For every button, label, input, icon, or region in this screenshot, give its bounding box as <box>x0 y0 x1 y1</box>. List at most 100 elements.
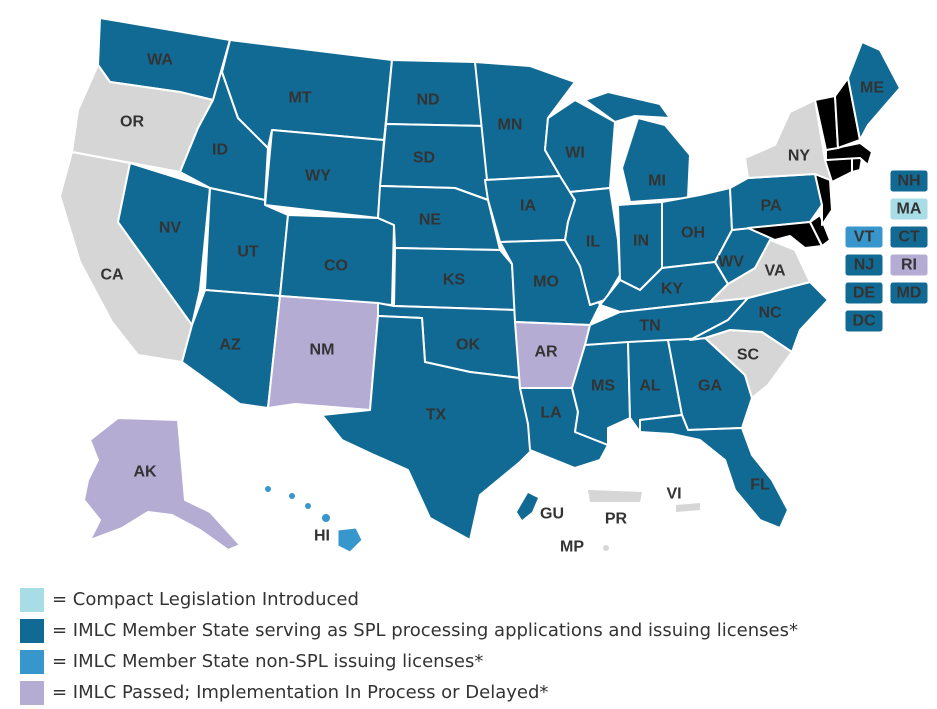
legend: = Compact Legislation Introduced = IMLC M… <box>20 584 920 708</box>
small-state-label: CT <box>898 229 920 246</box>
state-label-va: VA <box>764 263 785 280</box>
state-label-ms: MS <box>591 378 615 395</box>
state-label-ny: NY <box>788 148 811 165</box>
state-label-nm: NM <box>310 342 335 359</box>
state-ri[interactable] <box>851 157 863 173</box>
state-gu[interactable] <box>517 493 538 520</box>
legend-swatch <box>20 649 44 674</box>
small-state-box[interactable] <box>889 253 929 277</box>
small-state-nh[interactable]: NH <box>889 169 929 193</box>
state-label-nd: ND <box>416 92 439 109</box>
small-state-ct[interactable]: CT <box>889 225 929 249</box>
small-state-label: RI <box>901 257 917 274</box>
small-state-de[interactable]: DE <box>844 281 884 305</box>
state-label-pa: PA <box>760 198 781 215</box>
legend-swatch <box>20 587 44 612</box>
state-label-nv: NV <box>159 220 182 237</box>
state-hi[interactable] <box>265 486 363 553</box>
legend-text: = IMLC Member State serving as SPL proce… <box>52 620 798 641</box>
state-label-nc: NC <box>758 305 782 322</box>
small-state-ri[interactable]: RI <box>889 253 929 277</box>
state-label-wi: WI <box>565 145 585 162</box>
state-label-ut: UT <box>237 244 259 261</box>
legend-item-member-nonspl: = IMLC Member State non-SPL issuing lice… <box>20 646 920 677</box>
small-state-label: NJ <box>854 257 874 274</box>
state-co[interactable] <box>279 214 395 306</box>
state-label-az: AZ <box>219 337 241 354</box>
state-nv[interactable] <box>117 162 211 326</box>
state-label-in: IN <box>633 233 649 250</box>
small-state-ma[interactable]: MA <box>889 197 929 221</box>
state-mi-up[interactable] <box>584 91 671 123</box>
state-me[interactable] <box>847 41 901 141</box>
small-state-box[interactable] <box>889 281 929 305</box>
state-label-al: AL <box>639 378 661 395</box>
legend-item-introduced: = Compact Legislation Introduced <box>20 584 920 615</box>
state-il[interactable] <box>564 187 621 306</box>
state-label-wv: WV <box>718 254 744 271</box>
state-label-tx: TX <box>426 407 447 424</box>
state-label-oh: OH <box>681 225 705 242</box>
state-label-ia: IA <box>520 198 536 215</box>
state-label-ga: GA <box>698 378 722 395</box>
small-state-nj[interactable]: NJ <box>844 253 884 277</box>
small-state-box[interactable] <box>844 253 884 277</box>
state-label-or: OR <box>120 114 144 131</box>
state-label-vi: VI <box>666 486 681 503</box>
state-label-la: LA <box>540 405 562 422</box>
legend-swatch <box>20 618 44 643</box>
state-label-gu: GU <box>540 506 564 523</box>
small-state-box[interactable] <box>889 169 929 193</box>
small-state-box[interactable] <box>889 225 929 249</box>
state-label-sc: SC <box>737 347 760 364</box>
state-label-fl: FL <box>750 477 770 494</box>
legend-text: = Compact Legislation Introduced <box>52 589 359 610</box>
state-label-il: IL <box>586 234 600 251</box>
state-label-tn: TN <box>639 318 660 335</box>
small-state-box[interactable] <box>844 281 884 305</box>
small-state-dc[interactable]: DC <box>844 309 884 333</box>
small-state-label: DC <box>852 313 876 330</box>
state-nc[interactable] <box>689 281 829 353</box>
state-label-me: ME <box>860 80 884 97</box>
state-label-sd: SD <box>413 150 435 167</box>
state-label-ca: CA <box>100 267 124 284</box>
state-vi[interactable] <box>676 503 700 512</box>
state-label-ar: AR <box>534 344 558 361</box>
small-state-label: DE <box>853 285 876 302</box>
state-label-ks: KS <box>443 272 466 289</box>
small-state-label: VT <box>854 229 875 246</box>
small-state-md[interactable]: MD <box>889 281 929 305</box>
state-label-ky: KY <box>661 281 684 298</box>
small-state-box[interactable] <box>889 197 929 221</box>
state-mp[interactable] <box>603 545 609 551</box>
small-state-label: MD <box>897 285 922 302</box>
small-state-vt[interactable]: VT <box>844 225 884 249</box>
state-label-mo: MO <box>533 274 559 291</box>
state-label-mn: MN <box>498 117 523 134</box>
us-map: WA OR CA ID NV MT WY UT AZ CO NM ND SD NE KS OK TX MN IA MO… <box>59 17 929 556</box>
state-label-ok: OK <box>456 337 480 354</box>
state-de[interactable] <box>809 214 831 247</box>
state-ak[interactable] <box>83 417 241 551</box>
state-pr[interactable] <box>588 490 642 502</box>
state-ny[interactable] <box>744 99 836 186</box>
state-fl[interactable] <box>639 414 789 529</box>
state-label-mp: MP <box>560 539 584 556</box>
state-tx[interactable] <box>321 315 533 541</box>
state-label-wy: WY <box>305 168 331 185</box>
state-label-mt: MT <box>288 90 311 107</box>
legend-item-passed: = IMLC Passed; Implementation In Process… <box>20 677 920 708</box>
small-state-label: MA <box>897 201 922 218</box>
state-label-pr: PR <box>605 511 628 528</box>
legend-text: = IMLC Member State non-SPL issuing lice… <box>52 651 484 672</box>
state-label-id: ID <box>212 142 228 159</box>
state-label-wa: WA <box>147 52 173 69</box>
state-label-hi: HI <box>314 528 330 545</box>
small-state-box[interactable] <box>844 225 884 249</box>
state-label-ak: AK <box>133 464 157 481</box>
small-state-box[interactable] <box>844 309 884 333</box>
legend-item-member-spl: = IMLC Member State serving as SPL proce… <box>20 615 920 646</box>
state-label-co: CO <box>324 258 348 275</box>
small-state-label: NH <box>897 173 920 190</box>
